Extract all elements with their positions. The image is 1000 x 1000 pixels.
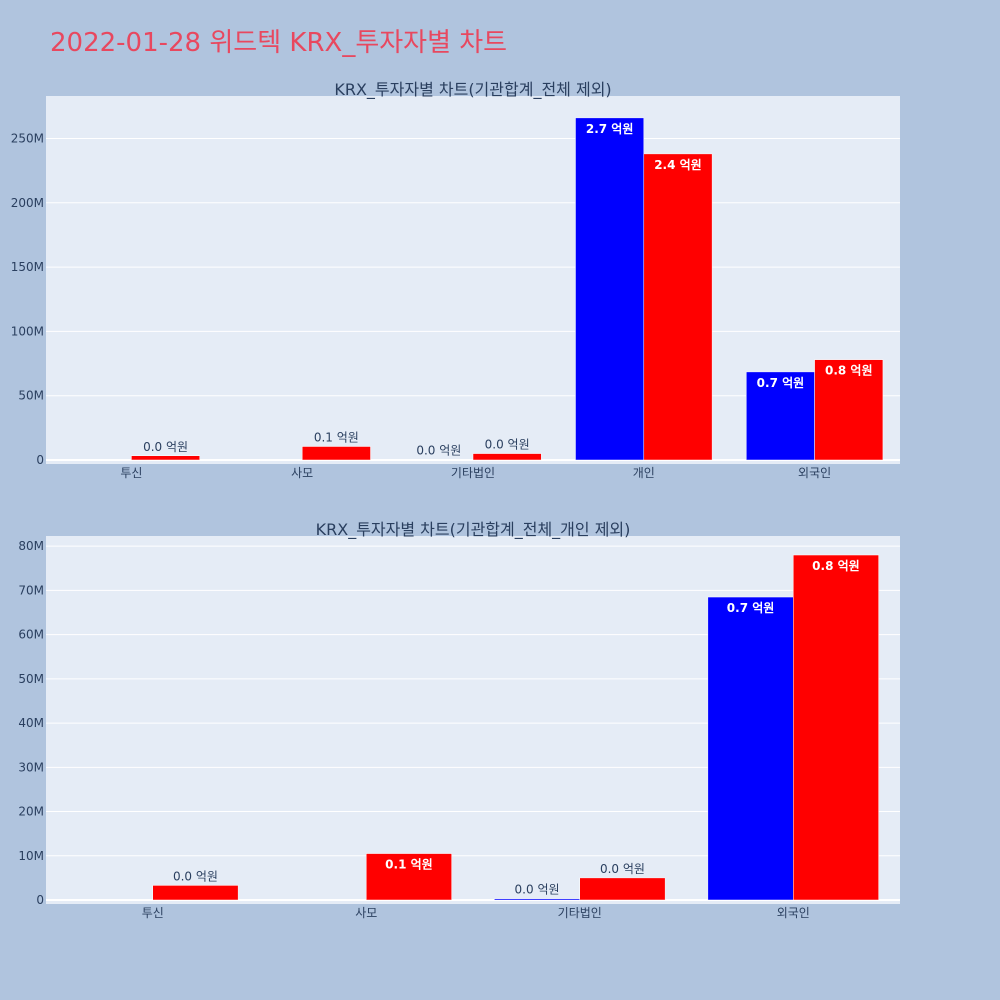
- data-label: 0.0 억원: [416, 444, 461, 458]
- y-tick-label: 50M: [18, 389, 44, 403]
- y-tick-label: 30M: [18, 760, 44, 774]
- x-tick-label: 투신: [120, 466, 142, 480]
- bar-series2: [814, 359, 884, 461]
- data-label: 0.7 억원: [727, 601, 775, 615]
- y-tick-label: 10M: [18, 849, 44, 863]
- x-tick-label: 사모: [291, 466, 313, 480]
- bar-series1: [494, 898, 581, 901]
- x-tick-label: 외국인: [777, 906, 810, 920]
- y-tick-label: 70M: [18, 583, 44, 597]
- data-label: 0.0 억원: [515, 883, 560, 897]
- data-label: 0.8 억원: [825, 364, 873, 378]
- y-tick-label: 200M: [11, 196, 44, 210]
- y-tick-label: 0: [36, 453, 44, 467]
- x-tick-label: 사모: [355, 906, 377, 920]
- bar-series2: [579, 877, 666, 901]
- x-tick-label: 기타법인: [451, 466, 495, 480]
- y-tick-label: 100M: [11, 324, 44, 338]
- y-tick-label: 80M: [18, 539, 44, 553]
- bar-series2: [152, 885, 239, 901]
- bar-series2: [793, 554, 879, 901]
- data-label: 0.1 억원: [314, 430, 359, 444]
- y-tick-label: 20M: [18, 805, 44, 819]
- data-label: 0.7 억원: [757, 376, 805, 390]
- x-tick-label: 투신: [142, 906, 164, 920]
- y-tick-label: 50M: [18, 672, 44, 686]
- x-tick-label: 기타법인: [558, 906, 602, 920]
- y-tick-label: 150M: [11, 260, 44, 274]
- y-tick-label: 250M: [11, 131, 44, 145]
- data-label: 2.7 억원: [586, 122, 634, 136]
- y-tick-label: 0: [36, 893, 44, 907]
- bar-series2: [472, 453, 542, 461]
- bar-series1: [575, 117, 645, 461]
- data-label: 2.4 억원: [654, 158, 702, 172]
- y-tick-label: 40M: [18, 716, 44, 730]
- data-label: 0.0 억원: [485, 438, 530, 452]
- x-tick-label: 개인: [633, 466, 655, 480]
- bar-series2: [366, 853, 452, 901]
- bar-series1: [746, 371, 815, 461]
- data-label: 0.0 억원: [173, 869, 218, 883]
- x-tick-label: 외국인: [798, 466, 831, 480]
- data-label: 0.0 억원: [600, 862, 645, 876]
- data-label: 0.8 억원: [812, 559, 860, 573]
- data-label: 0.0 억원: [143, 440, 188, 454]
- bar-series2: [301, 446, 371, 461]
- chart-title-2: KRX_투자자별 차트(기관합계_전체_개인 제외): [316, 520, 631, 540]
- bar-series2: [643, 153, 713, 461]
- y-tick-label: 60M: [18, 628, 44, 642]
- bar-series1: [707, 596, 794, 901]
- chart-title-1: KRX_투자자별 차트(기관합계_전체 제외): [334, 80, 611, 100]
- page-title: 2022-01-28 위드텍 KRX_투자자별 차트: [50, 28, 508, 58]
- data-label: 0.1 억원: [385, 858, 433, 872]
- bar-series2: [131, 455, 200, 461]
